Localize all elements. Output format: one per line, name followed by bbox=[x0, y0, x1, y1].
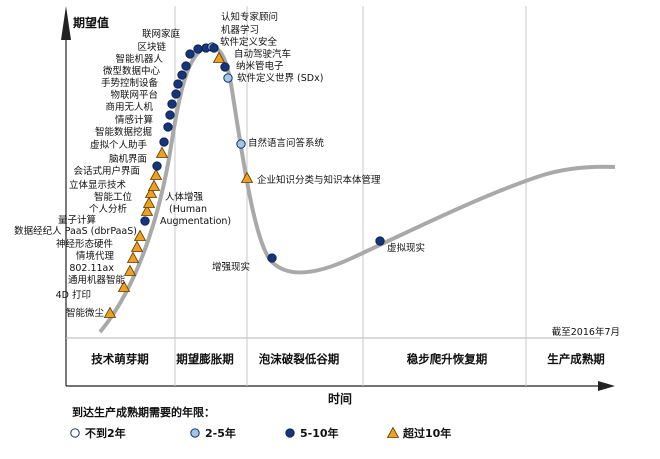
legend-marker bbox=[386, 426, 400, 438]
technology-label: 联网家庭 bbox=[142, 28, 181, 40]
technology-marker bbox=[142, 196, 156, 208]
technology-marker bbox=[173, 79, 183, 89]
technology-marker bbox=[133, 229, 147, 241]
technology-marker bbox=[185, 49, 195, 59]
technology-marker bbox=[167, 99, 177, 109]
technology-marker bbox=[140, 216, 150, 226]
technology-label: 纳米管电子 bbox=[236, 60, 284, 72]
technology-label: 机器学习 bbox=[221, 24, 259, 36]
technology-marker bbox=[223, 73, 233, 83]
legend-label: 2-5年 bbox=[205, 426, 236, 440]
technology-marker bbox=[209, 43, 219, 53]
technology-label: 虚拟现实 bbox=[387, 242, 425, 254]
technology-marker bbox=[149, 168, 163, 180]
technology-label: 立体显示技术 bbox=[69, 179, 127, 191]
technology-label: 区块链 bbox=[137, 41, 166, 53]
technology-marker bbox=[193, 44, 203, 54]
phase-dividers bbox=[174, 6, 527, 386]
technology-label: 软件定义世界 (SDx) bbox=[237, 72, 323, 84]
technology-label: 智能工位 bbox=[94, 191, 133, 203]
technology-marker bbox=[181, 61, 191, 71]
technology-label: 情境代理 bbox=[76, 250, 115, 262]
legend-label: 5-10年 bbox=[300, 426, 339, 440]
legend-items: 不到2年 2-5年 5-10年 超过10年 bbox=[70, 426, 451, 440]
technology-marker bbox=[152, 161, 162, 171]
legend-label: 超过10年 bbox=[402, 426, 451, 440]
legend: 到达生产成熟期需要的年限： 不到2年 2-5年 5-10年 超过10年 bbox=[70, 405, 451, 440]
y-axis-title: 期望值 bbox=[73, 15, 109, 30]
as-of-date: 截至2016年7月 bbox=[552, 326, 620, 338]
technology-label: 认知专家顾问 bbox=[221, 11, 278, 23]
technology-marker bbox=[126, 251, 140, 263]
technology-label: 神经形态硬件 bbox=[56, 238, 114, 250]
technology-label: 人体增强 bbox=[165, 191, 204, 203]
technology-label: 商用无人机 bbox=[105, 101, 153, 113]
technology-marker bbox=[240, 171, 254, 183]
technology-label: 物联网平台 bbox=[110, 89, 158, 101]
phase-label: 生产成熟期 bbox=[547, 352, 605, 366]
technology-label: 数据经纪人 PaaS (dbrPaaS) bbox=[14, 225, 137, 237]
technology-marker bbox=[147, 179, 161, 191]
technology-marker bbox=[165, 110, 175, 120]
technology-marker bbox=[236, 139, 246, 149]
technology-marker bbox=[144, 186, 158, 198]
technology-marker bbox=[123, 264, 137, 276]
legend-marker bbox=[285, 428, 295, 438]
technology-label: 企业知识分类与知识本体管理 bbox=[257, 174, 381, 186]
technology-label: 自然语言问答系统 bbox=[248, 137, 325, 149]
phase-label: 技术萌芽期 bbox=[91, 352, 149, 366]
technology-label: 会话式用户界面 bbox=[73, 165, 140, 177]
technology-marker bbox=[103, 306, 117, 318]
legend-marker bbox=[190, 428, 200, 438]
technology-marker bbox=[117, 280, 131, 292]
x-axis-arrow bbox=[598, 381, 615, 391]
technology-label: 微型数据中心 bbox=[103, 65, 161, 77]
technology-label: 虚拟个人助手 bbox=[90, 139, 148, 151]
technology-label: 手势控制设备 bbox=[101, 77, 159, 89]
legend-title: 到达生产成熟期需要的年限： bbox=[72, 405, 215, 419]
technology-marker bbox=[220, 62, 230, 72]
technology-marker bbox=[155, 146, 169, 158]
technology-label: 脑机界面 bbox=[109, 153, 147, 165]
hype-curve bbox=[98, 44, 616, 334]
technology-label: 智能机器人 bbox=[115, 53, 163, 65]
technology-label: 自动驾驶汽车 bbox=[234, 48, 291, 60]
technology-marker bbox=[159, 137, 169, 147]
technology-markers bbox=[103, 42, 385, 318]
phase-label: 泡沫破裂低谷期 bbox=[259, 352, 340, 366]
technology-label: 4D 打印 bbox=[56, 289, 91, 301]
phase-label: 稳步爬升恢复期 bbox=[407, 352, 488, 366]
technology-label: 个人分析 bbox=[89, 203, 128, 215]
legend-label: 不到2年 bbox=[85, 426, 126, 440]
technology-label: (Human bbox=[169, 204, 207, 215]
technology-label: 情感计算 bbox=[115, 114, 153, 126]
technology-label: 量子计算 bbox=[58, 214, 96, 226]
technology-label: 通用机器智能 bbox=[68, 274, 126, 286]
legend-marker bbox=[70, 428, 80, 438]
technology-marker bbox=[212, 51, 226, 63]
phase-label: 期望膨胀期 bbox=[176, 352, 234, 366]
technology-label: 智能数据挖掘 bbox=[95, 126, 152, 138]
technology-label: 增强现实 bbox=[212, 261, 250, 273]
technology-marker bbox=[130, 240, 144, 252]
technology-marker bbox=[267, 253, 277, 263]
technology-label: Augmentation) bbox=[160, 216, 231, 227]
technology-label: 智能微尘 bbox=[66, 307, 105, 319]
technology-marker bbox=[177, 70, 187, 80]
y-axis-arrow bbox=[61, 6, 71, 40]
technology-marker bbox=[171, 89, 181, 99]
technology-marker bbox=[140, 204, 154, 216]
technology-label: 软件定义安全 bbox=[220, 36, 278, 48]
x-axis-title: 时间 bbox=[328, 391, 352, 406]
technology-marker bbox=[375, 236, 385, 246]
technology-label: 802.11ax bbox=[69, 263, 114, 274]
technology-marker bbox=[163, 122, 173, 132]
